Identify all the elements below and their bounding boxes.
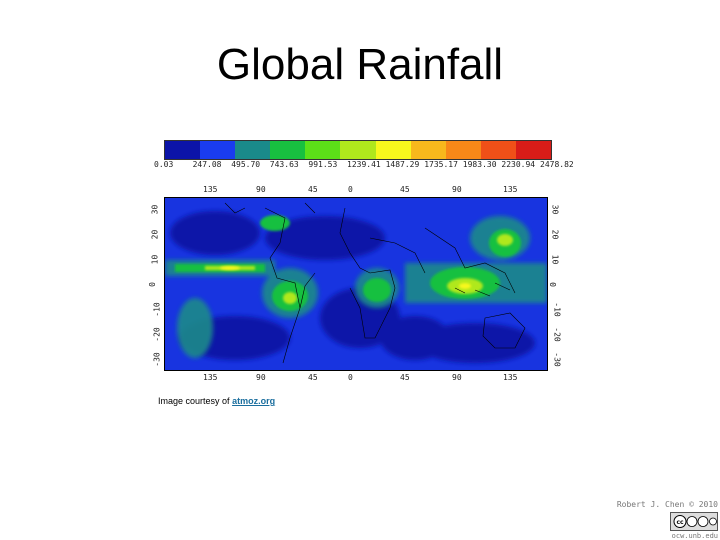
latitude-label: 10 bbox=[550, 254, 560, 265]
rainfall-map-figure: 135 90 45 0 45 90 135 30 20 10 0 -10 -20 -30 bbox=[147, 185, 568, 385]
latitude-label: 10 bbox=[150, 254, 160, 265]
latitude-label: -10 bbox=[152, 302, 162, 317]
longitude-label: 135 bbox=[503, 373, 518, 382]
colorbar-segment bbox=[515, 141, 552, 159]
longitude-label: 0 bbox=[348, 185, 353, 194]
longitude-label: 135 bbox=[203, 373, 218, 382]
colorbar-segment bbox=[165, 141, 201, 159]
latitude-label: 0 bbox=[147, 282, 157, 287]
image-credit: Image courtesy of atmoz.org bbox=[158, 396, 275, 406]
longitude-label: 45 bbox=[400, 185, 410, 194]
colorbar-segment bbox=[200, 141, 236, 159]
colorbar-segment bbox=[445, 141, 481, 159]
longitude-label: 90 bbox=[452, 185, 462, 194]
colorbar-segment bbox=[340, 141, 376, 159]
credit-text: Image courtesy of bbox=[158, 396, 230, 406]
latitude-label: 20 bbox=[550, 229, 560, 240]
latitude-label: -20 bbox=[152, 327, 162, 342]
longitude-labels-bottom: 135 90 45 0 45 90 135 bbox=[164, 373, 546, 383]
credit-link[interactable]: atmoz.org bbox=[232, 396, 276, 406]
colorbar-segment bbox=[375, 141, 411, 159]
latitude-labels-right: 30 20 10 0 -10 -20 -30 bbox=[547, 197, 562, 369]
latitude-label: 30 bbox=[150, 204, 160, 215]
colorbar-label: 1487.29 bbox=[385, 160, 420, 169]
latitude-labels-left: 30 20 10 0 -10 -20 -30 bbox=[147, 197, 162, 369]
colorbar-segment bbox=[235, 141, 271, 159]
longitude-label: 45 bbox=[400, 373, 410, 382]
colorbar-segment bbox=[305, 141, 341, 159]
colorbar-segment bbox=[270, 141, 306, 159]
colorbar-label: 1735.17 bbox=[424, 160, 458, 169]
longitude-label: 90 bbox=[452, 373, 462, 382]
colorbar-segment bbox=[410, 141, 446, 159]
colorbar-label: 247.08 bbox=[192, 160, 222, 169]
latitude-label: -30 bbox=[552, 352, 562, 367]
svg-text:cc: cc bbox=[676, 519, 684, 526]
latitude-label: 30 bbox=[550, 204, 560, 215]
site-url: ocw.unb.edu bbox=[671, 532, 718, 540]
longitude-labels-top: 135 90 45 0 45 90 135 bbox=[164, 185, 546, 195]
colorbar-label: 1983.30 bbox=[462, 160, 497, 169]
creative-commons-license-icon[interactable]: cc bbox=[670, 512, 718, 531]
colorbar-label: 743.63 bbox=[269, 160, 299, 169]
colorbar-labels: 0.03 247.08 495.70 743.63 991.53 1239.41 1487.… bbox=[152, 160, 574, 170]
colorbar-label: 2230.94 bbox=[501, 160, 536, 169]
slide-title: Global Rainfall bbox=[216, 40, 504, 89]
colorbar-label: 991.53 bbox=[308, 160, 338, 169]
copyright-text: Robert J. Chen © 2010 bbox=[616, 500, 718, 509]
longitude-label: 45 bbox=[308, 373, 318, 382]
rainfall-map bbox=[164, 197, 548, 371]
rainfall-colorbar bbox=[164, 140, 552, 160]
longitude-label: 90 bbox=[256, 185, 266, 194]
colorbar-label: 0.03 bbox=[154, 160, 174, 169]
colorbar-segment bbox=[480, 141, 516, 159]
colorbar-label: 495.70 bbox=[231, 160, 261, 169]
longitude-label: 45 bbox=[308, 185, 318, 194]
latitude-label: 0 bbox=[547, 282, 557, 287]
longitude-label: 135 bbox=[203, 185, 218, 194]
latitude-label: -10 bbox=[552, 302, 562, 317]
colorbar-label: 1239.41 bbox=[347, 160, 381, 169]
longitude-label: 0 bbox=[348, 373, 353, 382]
longitude-label: 135 bbox=[503, 185, 518, 194]
colorbar-label: 2478.82 bbox=[540, 160, 574, 169]
longitude-label: 90 bbox=[256, 373, 266, 382]
latitude-label: -30 bbox=[152, 352, 162, 367]
latitude-label: 20 bbox=[150, 229, 160, 240]
rainfall-map-image bbox=[165, 198, 547, 370]
latitude-label: -20 bbox=[552, 327, 562, 342]
